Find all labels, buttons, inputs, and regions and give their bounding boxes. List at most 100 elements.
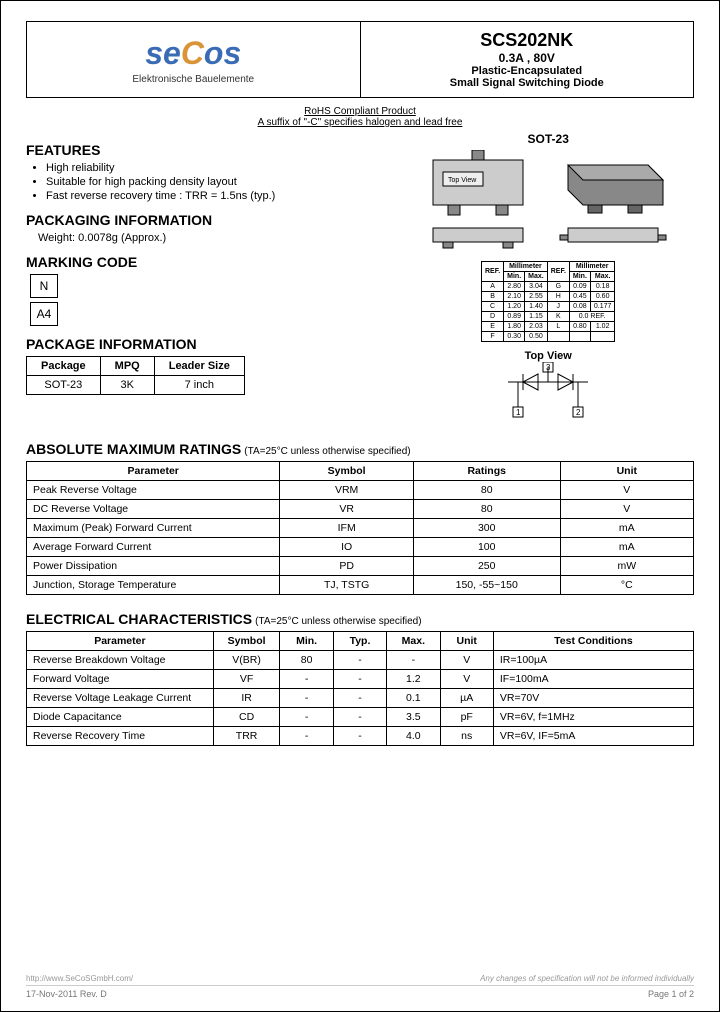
abs-cell: Average Forward Current [27,538,280,557]
sot23-outline-icon: Top View [418,150,678,250]
dim-cell: 1.02 [590,322,615,332]
elec-title: ELECTRICAL CHARACTERISTICS [26,611,252,627]
elec-table: Parameter Symbol Min. Typ. Max. Unit Tes… [26,631,694,746]
dim-cell: C [481,302,503,312]
elec-cell: µA [440,689,493,708]
abs-cell: IFM [280,519,413,538]
abs-max-cond: (TA=25°C unless otherwise specified) [244,446,410,457]
pkg-header: Leader Size [154,357,244,376]
package-diagram: Top View [402,150,694,253]
rohs-line1: RoHS Compliant Product [26,106,694,117]
elec-header: Typ. [333,632,386,651]
footer: 17-Nov-2011 Rev. D Page 1 of 2 [26,985,694,999]
elec-cell: TRR [213,727,280,746]
dim-cell [547,332,569,342]
abs-cell: Power Dissipation [27,557,280,576]
dim-cell: 0.50 [525,332,548,342]
dim-cell: D [481,312,503,322]
package-info-table: Package MPQ Leader Size SOT-23 3K 7 inch [26,356,245,395]
dim-cell: 0.45 [569,292,590,302]
rohs-line2: A suffix of "-C" specifies halogen and l… [26,117,694,128]
abs-cell: VR [280,500,413,519]
rohs-notice: RoHS Compliant Product A suffix of "-C" … [26,106,694,128]
left-column: FEATURES High reliability Suitable for h… [26,132,382,425]
abs-cell: DC Reverse Voltage [27,500,280,519]
elec-cell: - [333,651,386,670]
elec-header: Max. [387,632,440,651]
abs-cell: TJ, TSTG [280,576,413,595]
abs-cell: V [560,500,693,519]
feature-item: High reliability [46,162,382,174]
part-desc1: Plastic-Encapsulated [369,65,686,77]
elec-cell: 1.2 [387,670,440,689]
sot-label: SOT-23 [402,132,694,146]
elec-cell: V [440,670,493,689]
elec-cell: Reverse Recovery Time [27,727,214,746]
dim-cell: 2.03 [525,322,548,332]
dim-cell: J [547,302,569,312]
elec-cell: V [440,651,493,670]
dim-cell: 3.04 [525,282,548,292]
part-desc2: Small Signal Switching Diode [369,77,686,89]
feature-item: Suitable for high packing density layout [46,176,382,188]
abs-cell: Maximum (Peak) Forward Current [27,519,280,538]
abs-cell: °C [560,576,693,595]
elec-cell: - [280,670,333,689]
elec-cell: 80 [280,651,333,670]
logo-c: C [181,35,204,71]
features-list: High reliability Suitable for high packi… [46,162,382,202]
dim-cell: K [547,312,569,322]
pkg-header: MPQ [100,357,154,376]
elec-cell: IR [213,689,280,708]
features-title: FEATURES [26,142,382,158]
abs-cell: 150, -55~150 [413,576,560,595]
dim-ref-header: REF. [481,262,503,282]
dim-cell: 2.80 [504,282,525,292]
elec-cell: V(BR) [213,651,280,670]
marking-code: A4 [30,302,58,326]
elec-cell: Reverse Breakdown Voltage [27,651,214,670]
marking-title: MARKING CODE [26,254,382,270]
dim-max: Max. [525,272,548,282]
abs-cell: 80 [413,500,560,519]
dim-ref-header: REF. [547,262,569,282]
abs-cell: VRM [280,481,413,500]
elec-cell: IF=100mA [493,670,693,689]
dim-cell: L [547,322,569,332]
elec-cell: VF [213,670,280,689]
footer-url: http://www.SeCoSGmbH.com/ [26,974,133,983]
elec-cell: Reverse Voltage Leakage Current [27,689,214,708]
dim-cell: 1.15 [525,312,548,322]
dim-cell: 0.89 [504,312,525,322]
marking-code: N [30,274,58,298]
part-spec: 0.3A , 80V [369,51,686,65]
abs-cell: mA [560,519,693,538]
dim-cell: 0.0 REF. [569,312,615,322]
svg-text:1: 1 [516,408,521,417]
abs-cell: IO [280,538,413,557]
dim-mm-header: Millimeter [569,262,615,272]
schematic-diagram: 3 1 2 [402,362,694,425]
dim-max: Max. [590,272,615,282]
elec-cond: (TA=25°C unless otherwise specified) [255,616,421,627]
dimension-table: REF. Millimeter REF. Millimeter Min. Max… [481,261,615,342]
dim-cell [590,332,615,342]
elec-cell: IR=100µA [493,651,693,670]
abs-cell: mW [560,557,693,576]
dim-cell: 2.10 [504,292,525,302]
dim-cell: B [481,292,503,302]
svg-text:Top View: Top View [448,177,477,184]
right-column: SOT-23 Top View [402,132,694,425]
weight-text: Weight: 0.0078g (Approx.) [38,232,382,244]
dim-cell: 0.18 [590,282,615,292]
pkg-cell: SOT-23 [27,376,101,395]
abs-header: Symbol [280,462,413,481]
dim-cell: A [481,282,503,292]
dim-cell: H [547,292,569,302]
abs-cell: 80 [413,481,560,500]
abs-cell: 300 [413,519,560,538]
logo-subtitle: Elektronische Bauelemente [35,74,352,85]
abs-header: Ratings [413,462,560,481]
elec-cell: CD [213,708,280,727]
elec-cell: Forward Voltage [27,670,214,689]
